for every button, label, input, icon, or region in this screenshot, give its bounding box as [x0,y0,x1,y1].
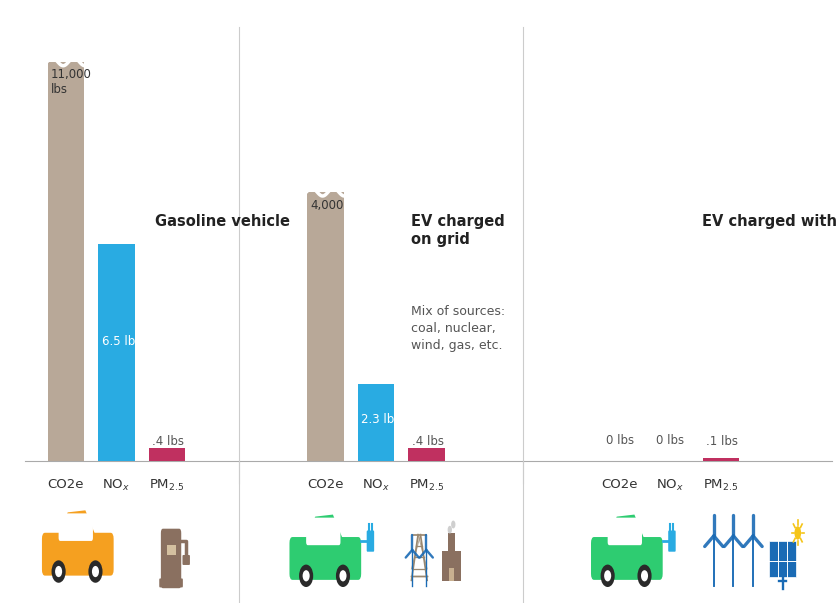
Ellipse shape [412,549,413,551]
FancyBboxPatch shape [306,517,340,545]
FancyBboxPatch shape [290,537,361,580]
Text: PM$_{2.5}$: PM$_{2.5}$ [408,478,444,493]
Text: PM$_{2.5}$: PM$_{2.5}$ [703,478,738,493]
FancyBboxPatch shape [42,533,113,576]
FancyBboxPatch shape [166,545,176,555]
Bar [307,192,344,461]
FancyBboxPatch shape [160,578,183,587]
Text: Mix of sources:
coal, nuclear,
wind, gas, etc.: Mix of sources: coal, nuclear, wind, gas… [411,305,505,352]
Bar [408,448,444,461]
FancyBboxPatch shape [59,513,93,541]
Text: Gasoline vehicle: Gasoline vehicle [155,214,290,229]
FancyBboxPatch shape [182,555,190,565]
Bar [149,448,185,461]
Text: .1 lbs: .1 lbs [706,435,738,448]
Text: 11,000
lbs: 11,000 lbs [50,68,92,96]
Bar [702,458,739,461]
FancyBboxPatch shape [769,541,795,577]
FancyBboxPatch shape [161,529,181,588]
Text: 2.3 lbs: 2.3 lbs [361,412,401,426]
Polygon shape [304,514,344,543]
Ellipse shape [448,526,452,534]
Ellipse shape [604,570,612,581]
Text: .4 lbs: .4 lbs [412,435,444,448]
Text: NO$_x$: NO$_x$ [102,478,130,493]
Ellipse shape [426,549,427,551]
Text: CO2e: CO2e [601,478,638,491]
FancyBboxPatch shape [607,517,642,545]
Text: 6.5 lbs: 6.5 lbs [102,335,141,349]
Ellipse shape [88,560,102,582]
Polygon shape [606,514,646,543]
Ellipse shape [92,566,99,577]
Text: NO$_x$: NO$_x$ [362,478,390,493]
Polygon shape [56,510,97,539]
FancyBboxPatch shape [442,551,461,581]
FancyBboxPatch shape [367,531,374,552]
Text: PM$_{2.5}$: PM$_{2.5}$ [150,478,185,493]
Text: 4,000: 4,000 [310,198,344,212]
Text: CO2e: CO2e [48,478,84,491]
Ellipse shape [732,534,734,538]
Ellipse shape [51,560,66,582]
Ellipse shape [713,534,715,538]
Ellipse shape [55,566,62,577]
Text: 0 lbs: 0 lbs [606,434,634,447]
Text: CO2e: CO2e [307,478,344,491]
Ellipse shape [638,564,652,587]
Text: EV charged
on grid: EV charged on grid [411,214,505,247]
FancyBboxPatch shape [591,537,663,580]
Bar [48,62,84,461]
Ellipse shape [339,570,347,581]
Ellipse shape [336,564,350,587]
Ellipse shape [795,526,801,540]
Ellipse shape [451,520,455,528]
Bar [98,244,134,461]
FancyBboxPatch shape [449,569,454,581]
Ellipse shape [299,564,313,587]
Text: 0 lbs: 0 lbs [656,434,685,447]
Text: .4 lbs: .4 lbs [152,435,184,448]
FancyBboxPatch shape [668,531,675,552]
Text: NO$_x$: NO$_x$ [656,478,685,493]
Ellipse shape [302,570,310,581]
Text: EV charged with renewables: EV charged with renewables [702,214,840,229]
Bar [358,384,394,461]
FancyBboxPatch shape [448,533,455,556]
Ellipse shape [752,534,754,538]
Ellipse shape [641,570,648,581]
Ellipse shape [601,564,615,587]
